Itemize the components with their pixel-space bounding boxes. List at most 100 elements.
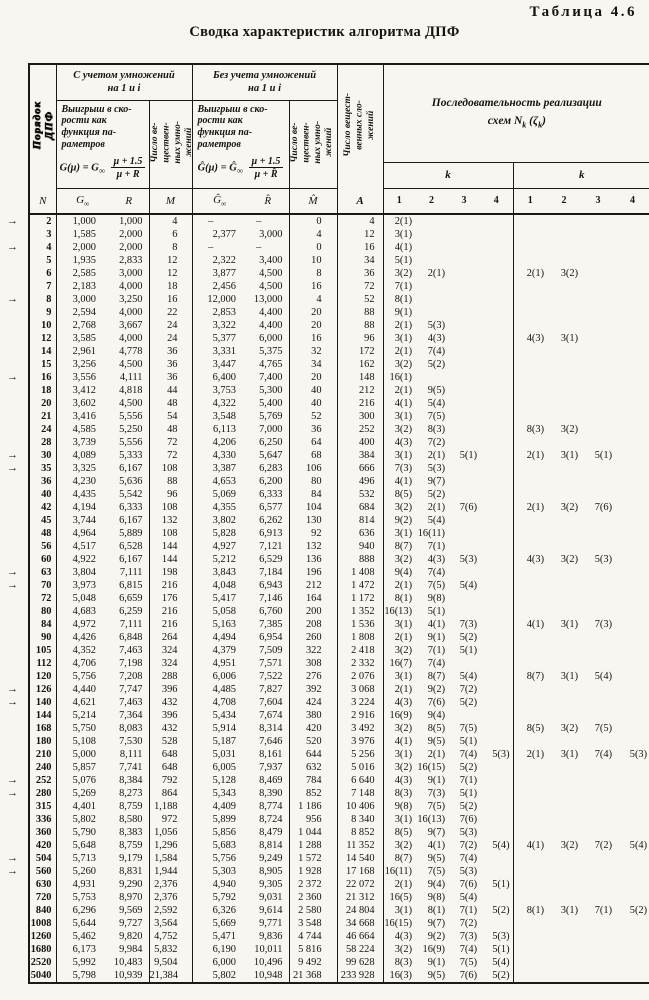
k1-cell-1: 8(1) [394,593,413,604]
k2-cell-3 [581,865,615,878]
additions-cell: 148 [337,371,384,384]
table-row: → 504 5,713 9,179 1,584 5,756 9,249 1 572 14 540… [7,852,649,865]
letter-cell: Ĝ∞ [192,188,247,215]
k1-cell-1: 9(2) [394,515,413,526]
row-marker-arrow: → [7,449,18,461]
r-cell: 4,111 [109,371,150,384]
g-inf-hat-cell: 4,485 [212,684,236,695]
letter-cell: 1 [383,188,416,215]
r-cell: 6,528 [109,540,150,553]
k2-cell-1 [513,462,547,475]
r-cell: 6,659 [109,592,150,605]
g-inf-hat-cell: 4,940 [212,879,236,890]
table-row: 420 5,648 8,759 1,296 5,683 8,814 1 288 11 352 3… [28,839,649,852]
letter-cell: 1 [513,188,548,215]
g-inf-cell: 2,594 [72,307,96,318]
k2-cell-4 [615,540,649,553]
k2-cell-2: 3(2) [560,723,579,734]
k1-cell-3: 5(2) [459,801,478,812]
k1-cell-2: 5(4) [427,515,446,526]
real-mults-hat-rotated-label: Число ве- ществен- ных умно- жений [290,121,335,164]
k2-cell-1 [513,735,547,748]
m-hat-cell: 20 [289,319,338,332]
k1-cell-3: 7(6) [459,502,478,513]
col-header-real-mults-hat: Число ве- ществен- ных умно- жений [289,100,338,189]
k2-cell-1 [513,605,547,618]
additions-cell: 532 [337,488,384,501]
g-inf-cell: 5,214 [72,710,96,721]
additions-cell: 1 808 [337,631,384,644]
k2-cell-3: 7(3) [594,619,613,630]
n-cell: → 16 [7,371,57,384]
table-row: 40 4,435 5,542 96 5,069 6,333 84 532 8(5) 5(2) [28,488,649,501]
m-hat-cell: 4 744 [289,930,338,943]
k2-cell-1: 2(1) [526,450,545,461]
table-row: → 280 5,269 8,273 864 5,343 8,390 852 7 148 8(3) 7… [7,787,649,800]
n-cell: 84 [28,618,57,631]
m-cell: 12 [149,254,193,267]
m-hat-cell: 322 [289,644,338,657]
k2-cell-1: 2(1) [526,502,545,513]
k1-cell-4 [480,722,514,735]
k1-cell-4 [480,787,514,800]
r-hat-cell: 7,827 [247,683,290,696]
g-inf-hat-cell: 5,163 [212,619,236,630]
row-marker-arrow: → [7,566,18,578]
k1-cell-2: 4(1) [427,619,446,630]
additions-cell: 252 [337,423,384,436]
m-cell: 6 [149,228,193,241]
k1-cell-2 [415,254,448,267]
m-hat-cell: 380 [289,709,338,722]
k1-cell-1: 8(5) [394,489,413,500]
k1-cell-4 [480,644,514,657]
k2-cell-3 [581,514,615,527]
k1-cell-3 [448,397,480,410]
g-inf-hat-cell: 4,653 [212,476,236,487]
n-cell: 60 [28,553,57,566]
letter-cell: 2 [547,188,582,215]
table-row: → 63 3,804 7,111 198 3,843 7,184 196 1 408 9(4) 7(… [7,566,649,579]
m-cell: 132 [149,514,193,527]
g-inf-hat-cell: 3,877 [212,268,236,279]
table-row: 84 4,972 7,111 216 5,163 7,385 208 1 536 3(1) 4(1… [28,618,649,631]
k2-cell-4 [615,696,649,709]
k2-cell-1 [513,241,547,254]
k2-cell-1 [513,826,547,839]
n-cell: 72 [28,592,57,605]
additions-cell: 8 852 [337,826,384,839]
n-cell: 420 [28,839,57,852]
g-inf-hat-cell: – [208,242,214,253]
k2-cell-4 [615,293,649,306]
m-hat-cell: 424 [289,696,338,709]
k1-cell-1: 16(13) [384,606,413,617]
n-cell: 15 [28,358,57,371]
k2-cell-1 [513,683,547,696]
m-hat-cell: 64 [289,436,338,449]
k2-cell-1 [513,280,547,293]
k1-cell-3 [448,462,480,475]
group-header-with-trivial-mults: С учетом умножений на 1 и i [56,63,193,101]
k2-cell-1 [513,943,547,956]
table-row: 1008 5,644 9,727 3,564 5,669 9,771 3 548 34 668… [28,917,649,930]
n-cell: 1008 [28,917,57,930]
table-row: 180 5,108 7,530 528 5,187 7,646 520 3 976 4(1) 9(… [28,735,649,748]
k1-cell-4: 5(4) [480,839,514,852]
r-hat-cell: 10,496 [247,956,290,969]
k1-cell-1: 4(1) [394,736,413,747]
k1-cell-2: 7(5) [427,801,446,812]
k1-cell-4: 5(2) [480,969,514,984]
m-cell: 144 [149,540,193,553]
k1-cell-3 [448,527,480,540]
r-cell: 9,569 [109,904,150,917]
g-inf-hat-cell: 12,000 [207,294,236,305]
k2-cell-2: 3(2) [560,554,579,565]
m-cell: 396 [149,683,193,696]
g-inf-hat-cell: 5,828 [212,528,236,539]
k1-cell-4 [480,423,514,436]
k2-cell-2 [547,761,581,774]
k2-cell-2 [547,813,581,826]
g-inf-cell: 3,602 [72,398,96,409]
g-inf-hat-cell: 3,322 [212,320,236,331]
k1-cell-4 [480,527,514,540]
r-cell: 4,000 [109,306,150,319]
